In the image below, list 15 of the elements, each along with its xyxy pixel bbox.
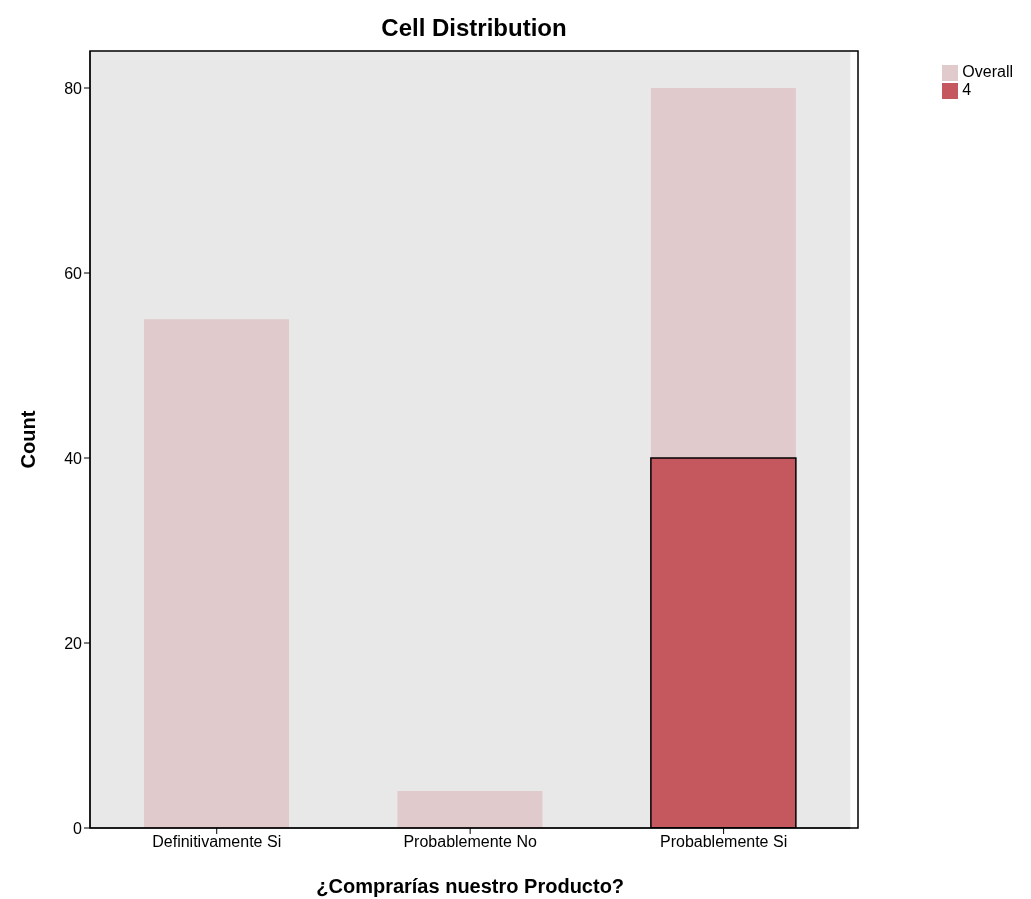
x-tick-label: Probablemente No — [403, 833, 537, 851]
y-axis-title: Count — [17, 410, 40, 469]
y-tick-label: 0 — [73, 819, 83, 837]
bar — [144, 319, 289, 828]
x-tick-label: Probablemente Si — [660, 833, 788, 851]
x-tick-label: Definitivamente Si — [152, 833, 282, 851]
y-tick-label: 80 — [64, 79, 83, 97]
legend-label: 4 — [962, 81, 972, 98]
chart-title: Cell Distribution — [380, 14, 568, 42]
y-tick-label: 60 — [64, 264, 83, 282]
bar — [397, 791, 543, 828]
y-tick-label: 20 — [64, 634, 83, 652]
legend-label: Overall — [962, 63, 1013, 80]
y-tick-label: 40 — [64, 449, 83, 467]
x-axis-title: ¿Comprarías nuestro Producto? — [316, 875, 625, 897]
